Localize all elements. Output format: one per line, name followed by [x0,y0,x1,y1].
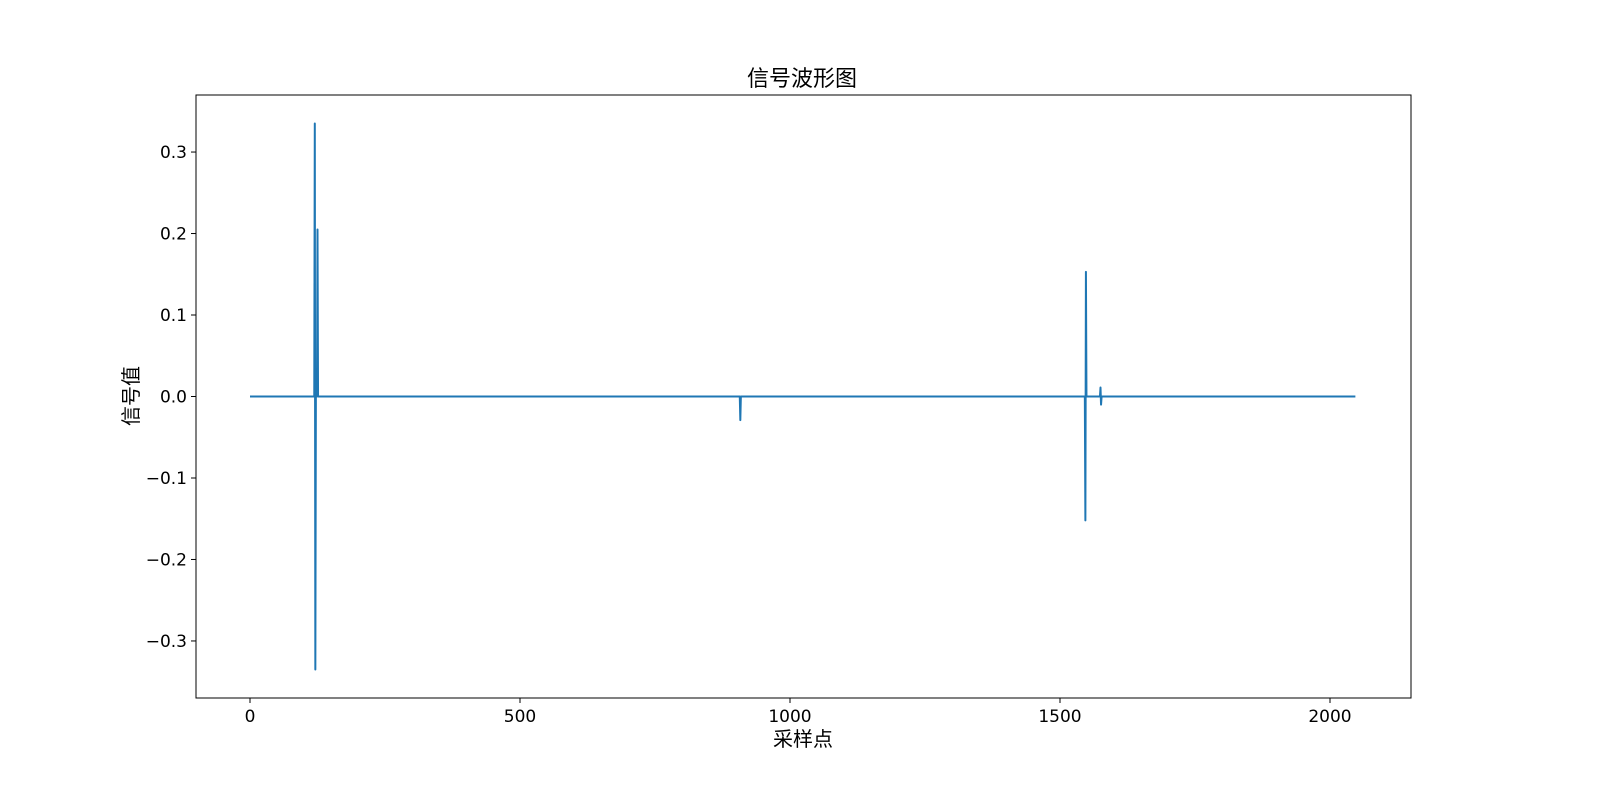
x-axis: 0 500 1000 1500 2000 [245,698,1352,727]
y-tick-label: −0.2 [146,550,187,570]
plot-area [250,122,1356,671]
y-axis: −0.3 −0.2 −0.1 0.0 0.1 0.2 0.3 [146,143,196,652]
y-tick-label: −0.1 [146,469,187,489]
x-tick-label: 1000 [768,707,811,727]
chart-title: 信号波形图 [747,67,857,92]
y-tick-label: 0.1 [160,306,187,326]
y-tick-label: −0.3 [146,632,187,652]
y-tick-label: 0.0 [160,388,187,408]
x-tick-label: 1500 [1038,707,1081,727]
x-axis-label: 采样点 [773,727,833,751]
y-tick-label: 0.2 [160,225,187,245]
series-line-0 [250,122,1356,671]
y-tick-label: 0.3 [160,143,187,163]
x-tick-label: 500 [504,707,536,727]
x-tick-label: 2000 [1308,707,1351,727]
y-axis-label: 信号值 [119,366,143,426]
x-tick-label: 0 [245,707,256,727]
